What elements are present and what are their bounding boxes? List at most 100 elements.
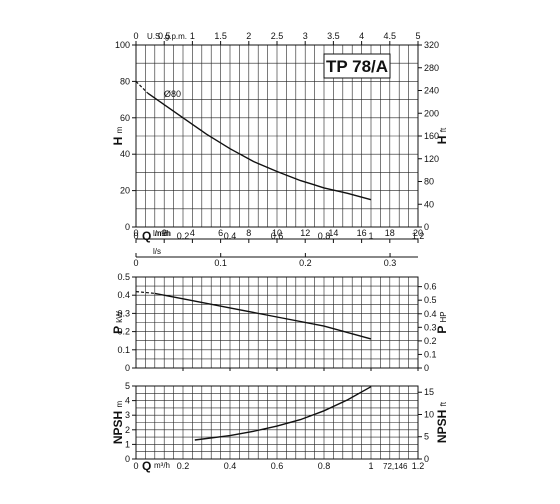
y-tick-label: 0.1 [117, 345, 130, 355]
right-tick-label: 0 [424, 363, 429, 373]
x-tick-label: 0 [133, 461, 138, 471]
x-tick-label: 0.4 [224, 461, 237, 471]
head-curve [147, 92, 372, 201]
lmin-tick-label: 0 [133, 228, 138, 238]
y-tick-label: 100 [115, 40, 130, 50]
x-tick-label: 1 [368, 231, 373, 241]
lmin-tick-label: 16 [357, 228, 367, 238]
y-tick-label: 0 [125, 454, 130, 464]
ls-tick-label: 0.2 [299, 258, 312, 268]
top-tick-label: 2.5 [271, 31, 284, 41]
x-tick-label: 0.2 [177, 231, 190, 241]
right-axis-unit: ft [439, 401, 448, 406]
right-tick-label: 0.4 [424, 309, 437, 319]
lmin-tick-label: 6 [218, 228, 223, 238]
y-tick-label: 1 [125, 439, 130, 449]
y-tick-label: 0 [125, 363, 130, 373]
right-tick-label: 0.2 [424, 336, 437, 346]
right-tick-label: 0.1 [424, 349, 437, 359]
right-tick-label: 320 [424, 40, 439, 50]
lmin-tick-label: 10 [272, 228, 282, 238]
top-tick-label: 0.5 [158, 31, 171, 41]
y-tick-label: 60 [120, 113, 130, 123]
code-label: 72,146 [383, 462, 408, 471]
curve-extension-dashed [135, 80, 149, 94]
right-tick-label: 240 [424, 86, 439, 96]
x-tick-label: 0.6 [271, 231, 284, 241]
top-tick-label: 1.5 [214, 31, 227, 41]
top-tick-label: 5 [415, 31, 420, 41]
y-axis-unit: kW [115, 311, 124, 323]
y-tick-label: 40 [120, 149, 130, 159]
curve-extension-dashed [135, 291, 155, 294]
top-tick-label: 2 [246, 31, 251, 41]
x-tick-label: 0.6 [271, 461, 284, 471]
lmin-tick-label: 4 [190, 228, 195, 238]
y-tick-label: 5 [125, 381, 130, 391]
right-tick-label: 15 [424, 387, 434, 397]
x-tick-label: 1.2 [412, 461, 425, 471]
x-axis-label: Q [142, 229, 151, 243]
curve-layer [135, 80, 372, 441]
right-tick-label: 0.3 [424, 322, 437, 332]
y-axis-unit: m [115, 400, 124, 407]
right-axis-label: NPSH ft [435, 401, 449, 443]
y-axis-unit: m [115, 126, 124, 133]
y-tick-label: 20 [120, 186, 130, 196]
x-axis-label: Q [142, 459, 151, 473]
lmin-tick-label: 18 [385, 228, 395, 238]
x-tick-label: 0.2 [177, 461, 190, 471]
right-axis-unit: ft [439, 127, 448, 132]
lmin-axis-label: l/min [153, 229, 170, 238]
ls-tick-label: 0.1 [214, 258, 227, 268]
x-tick-label: 0.8 [318, 461, 331, 471]
right-axis-label: P HP [435, 311, 449, 333]
plot-frame [135, 385, 419, 460]
right-tick-label: 0 [424, 222, 429, 232]
right-tick-label: 160 [424, 131, 439, 141]
x-tick-label: 0.4 [224, 231, 237, 241]
y-tick-label: 0.2 [117, 327, 130, 337]
right-tick-label: 0.6 [424, 282, 437, 292]
lmin-tick-label: 14 [328, 228, 338, 238]
ls-axis-label: l/s [153, 247, 161, 256]
npsh-curve [194, 386, 372, 441]
frame-layer [132, 41, 422, 460]
x-tick-label: 1.2 [412, 231, 425, 241]
y-tick-label: 2 [125, 425, 130, 435]
right-tick-label: 5 [424, 432, 429, 442]
y-tick-label: 4 [125, 396, 130, 406]
right-axis-label: H ft [435, 127, 449, 144]
x-axis-unit: m³/h [155, 229, 171, 238]
right-tick-label: 10 [424, 409, 434, 419]
right-tick-label: 200 [424, 108, 439, 118]
x-tick-label: 0.8 [318, 231, 331, 241]
right-tick-label: 0.5 [424, 295, 437, 305]
y-axis-label: H m [111, 126, 125, 145]
model-label-box [323, 53, 391, 79]
y-tick-label: 3 [125, 410, 130, 420]
lmin-tick-label: 20 [413, 228, 423, 238]
x-axis-unit: m³/h [154, 461, 170, 470]
x-tick-label: 0 [133, 231, 138, 241]
right-tick-label: 280 [424, 63, 439, 73]
grid-layer [136, 45, 418, 459]
power-curve [154, 292, 372, 340]
y-tick-label: 80 [120, 76, 130, 86]
top-tick-label: 4.5 [384, 31, 397, 41]
top-tick-label: 3.5 [327, 31, 340, 41]
y-tick-label: 0.5 [117, 272, 130, 282]
model-label: TP 78/A [326, 57, 388, 76]
right-tick-label: 0 [424, 454, 429, 464]
y-tick-label: 0.4 [117, 290, 130, 300]
y-axis-label: P kW [111, 311, 125, 334]
right-tick-label: 40 [424, 199, 434, 209]
y-axis-label: NPSH m [111, 400, 125, 444]
lmin-tick-label: 8 [246, 228, 251, 238]
x-tick-label: 1 [368, 461, 373, 471]
right-tick-label: 120 [424, 154, 439, 164]
lmin-tick-label: 12 [300, 228, 310, 238]
y-tick-label: 0 [125, 222, 130, 232]
